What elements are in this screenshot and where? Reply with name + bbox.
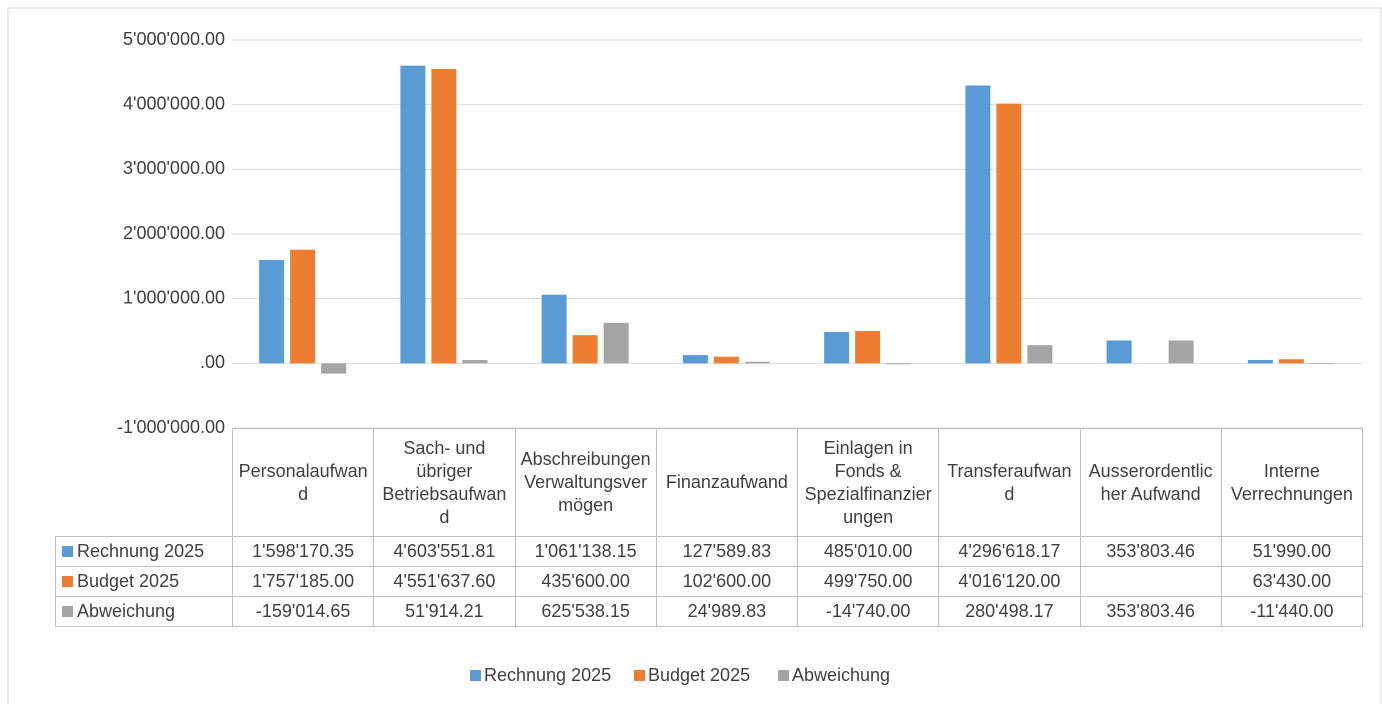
category-label: Interne Verrechnungen bbox=[1220, 428, 1364, 537]
legend-swatch bbox=[634, 670, 645, 681]
bar bbox=[855, 331, 881, 364]
bar bbox=[1027, 345, 1053, 364]
bar bbox=[1278, 359, 1304, 364]
series-name: Budget 2025 bbox=[77, 571, 180, 591]
series-name: Abweichung bbox=[77, 601, 176, 621]
series-name: Rechnung 2025 bbox=[77, 541, 205, 561]
table-value: 625'538.15 bbox=[514, 596, 657, 627]
bar bbox=[259, 259, 285, 364]
table-value: -14'740.00 bbox=[796, 596, 940, 627]
bar bbox=[824, 331, 850, 364]
table-value: 24'989.83 bbox=[655, 596, 799, 627]
table-value bbox=[1079, 566, 1222, 597]
y-tick-label: 4'000'000.00 bbox=[123, 93, 225, 113]
table-row: Rechnung 2025 1'598'170.35 4'603'551.81 1'0… bbox=[55, 536, 1364, 567]
bar bbox=[996, 103, 1022, 364]
bar bbox=[713, 356, 739, 364]
bar bbox=[603, 322, 629, 364]
table-value: 435'600.00 bbox=[514, 566, 657, 597]
category-label: Ausserordentlicher Aufwand bbox=[1079, 428, 1222, 537]
table-value: 102'600.00 bbox=[655, 566, 799, 597]
row-header: Abweichung bbox=[55, 596, 233, 627]
table-value: -159'014.65 bbox=[231, 596, 375, 627]
legend-swatch bbox=[778, 670, 789, 681]
bar bbox=[1106, 340, 1132, 364]
chart-border bbox=[7, 7, 1382, 704]
table-value: 1'757'185.00 bbox=[231, 566, 375, 597]
bar bbox=[400, 65, 426, 364]
table-value: 280'498.17 bbox=[938, 596, 1081, 627]
category-label: Personalaufwand bbox=[231, 428, 375, 537]
bar bbox=[965, 85, 991, 364]
legend-label: Rechnung 2025 bbox=[484, 665, 611, 685]
table-value: 4'296'618.17 bbox=[938, 536, 1081, 567]
table-value: -11'440.00 bbox=[1220, 596, 1364, 627]
table-value: 63'430.00 bbox=[1220, 566, 1364, 597]
category-label: Transferaufwand bbox=[938, 428, 1081, 537]
bar bbox=[290, 249, 316, 364]
bar bbox=[572, 335, 598, 364]
row-header: Rechnung 2025 bbox=[55, 536, 233, 567]
y-tick-label: 1'000'000.00 bbox=[123, 287, 225, 307]
table-value: 51'914.21 bbox=[373, 596, 516, 627]
bar bbox=[431, 68, 457, 364]
y-tick-label: 5'000'000.00 bbox=[123, 29, 225, 49]
table-value: 4'551'637.60 bbox=[373, 566, 516, 597]
legend-key bbox=[62, 546, 73, 557]
table-row: Abweichung -159'014.65 51'914.21 625'538.15… bbox=[55, 596, 1364, 627]
table-row: Budget 2025 1'757'185.00 4'551'637.60 435'6… bbox=[55, 566, 1364, 597]
table-value: 4'016'120.00 bbox=[938, 566, 1081, 597]
table-corner bbox=[55, 428, 233, 537]
row-header: Budget 2025 bbox=[55, 566, 233, 597]
table-value: 353'803.46 bbox=[1079, 536, 1222, 567]
data-table: Personalaufwand Sach- und übriger Betrieb… bbox=[55, 428, 1364, 627]
legend-key bbox=[62, 606, 73, 617]
legend-swatch bbox=[470, 670, 481, 681]
category-label: Finanzaufwand bbox=[655, 428, 799, 537]
table-value: 127'589.83 bbox=[655, 536, 799, 567]
legend-label: Abweichung bbox=[792, 665, 890, 685]
bar bbox=[886, 363, 912, 365]
category-label: Abschreibungen Verwaltungsvermögen bbox=[514, 428, 657, 537]
bar bbox=[682, 355, 708, 364]
y-tick-label: 2'000'000.00 bbox=[123, 223, 225, 243]
table-value: 499'750.00 bbox=[796, 566, 940, 597]
y-tick-label: .00 bbox=[200, 352, 225, 372]
table-value: 4'603'551.81 bbox=[373, 536, 516, 567]
table-value: 353'803.46 bbox=[1079, 596, 1222, 627]
bar bbox=[462, 359, 488, 364]
table-header-row: Personalaufwand Sach- und übriger Betrieb… bbox=[55, 428, 1364, 537]
table-value: 1'598'170.35 bbox=[231, 536, 375, 567]
category-label: Einlagen in Fonds & Spezialfinanzierunge… bbox=[796, 428, 940, 537]
legend-label: Budget 2025 bbox=[648, 665, 750, 685]
bar bbox=[1309, 363, 1335, 365]
table-value: 51'990.00 bbox=[1220, 536, 1364, 567]
bar bbox=[1168, 340, 1194, 364]
bar bbox=[321, 363, 347, 374]
bar bbox=[744, 361, 770, 364]
table-value: 485'010.00 bbox=[796, 536, 940, 567]
bar bbox=[541, 294, 567, 364]
y-tick-label: 3'000'000.00 bbox=[123, 158, 225, 178]
bar bbox=[1247, 359, 1273, 364]
legend-key bbox=[62, 576, 73, 587]
category-label: Sach- und übriger Betriebsaufwand bbox=[373, 428, 516, 537]
table-value: 1'061'138.15 bbox=[514, 536, 657, 567]
